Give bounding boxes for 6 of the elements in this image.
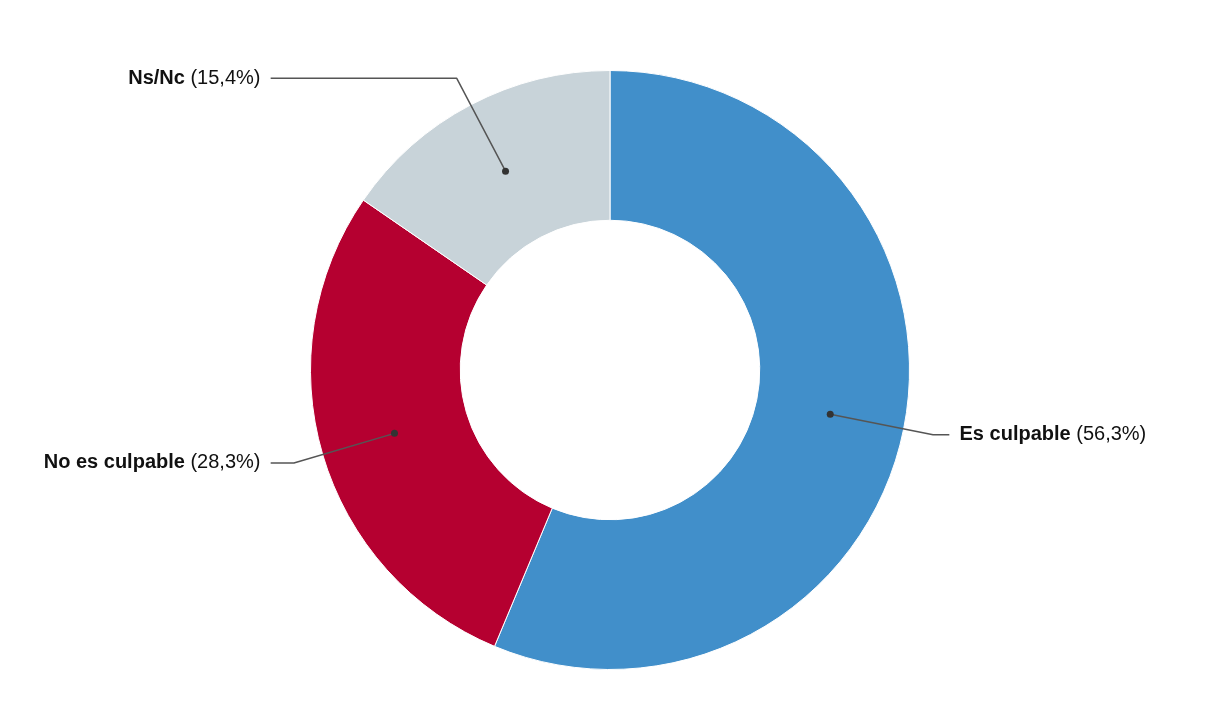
data-label: (15,4%)	[184, 65, 261, 88]
slice-label: No es culpable	[43, 450, 185, 473]
slice-label: Es culpable	[959, 422, 1071, 445]
data-label: (28,3%)	[184, 450, 261, 473]
data-label: (56,3%)	[1070, 422, 1147, 445]
slice-label: Ns/Nc	[128, 65, 185, 88]
